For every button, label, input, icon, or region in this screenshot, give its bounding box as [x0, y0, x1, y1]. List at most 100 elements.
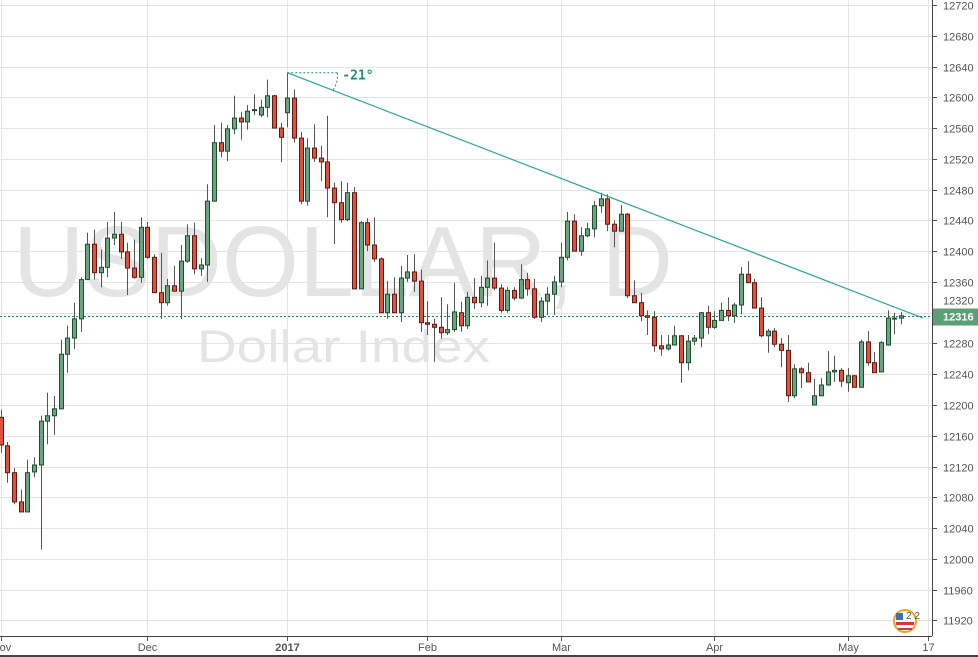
candle-body [39, 420, 44, 466]
candle [185, 224, 190, 263]
candle-body [459, 312, 464, 327]
candle [445, 304, 450, 335]
candle-body [712, 319, 717, 328]
candle-body [65, 337, 70, 355]
x-tick-label: May [838, 642, 859, 654]
candle [492, 242, 497, 291]
candle [759, 297, 764, 338]
candle-body [345, 192, 350, 221]
candle [0, 409, 4, 453]
candle-body [239, 117, 244, 123]
candle [846, 368, 851, 392]
candle-body [872, 362, 877, 374]
candle-body [819, 384, 824, 397]
x-tick-label: Dec [138, 642, 158, 654]
candle [872, 351, 877, 374]
candle-body [779, 343, 784, 351]
candle [819, 378, 824, 397]
y-tick-label: 12360 [943, 278, 974, 290]
candle-body [472, 296, 477, 304]
watermark-description: Dollar Index [197, 321, 491, 372]
candle-body [192, 235, 197, 270]
candle [712, 311, 717, 329]
candle [145, 221, 150, 259]
candle-body [445, 329, 450, 334]
candle [19, 489, 24, 513]
candle-body [99, 266, 104, 274]
candle [132, 239, 137, 279]
candle [305, 138, 310, 206]
candle-body [385, 293, 390, 314]
candle [192, 222, 197, 275]
y-tick-label: 12400 [943, 247, 974, 259]
candle [139, 217, 144, 283]
candle [52, 395, 57, 435]
candle-body [559, 256, 564, 283]
y-tick-label: 12640 [943, 63, 974, 75]
candle [5, 441, 10, 483]
candle [439, 297, 444, 339]
candle [219, 122, 224, 158]
candle [465, 291, 470, 329]
candle [519, 264, 524, 299]
trendline[interactable] [287, 72, 924, 319]
candle [772, 328, 777, 348]
candle [779, 338, 784, 368]
candle-body [812, 395, 817, 406]
candle [706, 305, 711, 335]
candle-body [645, 315, 650, 318]
candle-body [826, 371, 831, 386]
candle-body [652, 316, 657, 347]
candle [112, 211, 117, 245]
candle-body [5, 445, 10, 474]
candle [365, 218, 370, 252]
candle-body [332, 187, 337, 204]
candle-body [539, 300, 544, 318]
candle [659, 335, 664, 356]
candle [485, 260, 490, 306]
candle-body [545, 293, 550, 302]
candle [645, 310, 650, 335]
candle [225, 125, 230, 162]
candle-body [679, 335, 684, 364]
candle-body [519, 279, 524, 299]
candle [726, 297, 731, 322]
candle-body [485, 277, 490, 288]
candle-body [726, 309, 731, 317]
candle-body [379, 258, 384, 314]
candle-body [372, 244, 377, 260]
candle-body [172, 285, 177, 292]
angle-arc [332, 72, 338, 90]
y-tick-label: 12520 [943, 155, 974, 167]
x-tick-label: Feb [418, 642, 437, 654]
x-tick-label: 2017 [275, 642, 299, 654]
flag-stripe-icon [896, 622, 914, 625]
candle [545, 287, 550, 315]
candle [232, 95, 237, 135]
candle [786, 335, 791, 402]
candle-body [85, 243, 90, 281]
candle-body [392, 293, 397, 314]
candle-body [299, 137, 304, 202]
candle-body [625, 213, 630, 297]
candle-body [352, 192, 357, 290]
candle [239, 111, 244, 140]
candle [679, 335, 684, 383]
candle-body [319, 157, 324, 163]
y-tick-label: 11920 [943, 616, 973, 628]
candle-body [72, 318, 77, 339]
candle [179, 245, 184, 319]
candle [692, 335, 697, 345]
candle-body [659, 345, 664, 350]
candle [379, 257, 384, 314]
candle [799, 367, 804, 389]
candle [826, 351, 831, 386]
y-tick-label: 12040 [943, 524, 974, 536]
candle-body [92, 243, 97, 274]
candle-body [692, 337, 697, 342]
candle-body [766, 330, 771, 337]
candle [259, 99, 264, 118]
candle [639, 292, 644, 322]
trendline-drawing[interactable]: -21° [287, 69, 924, 319]
